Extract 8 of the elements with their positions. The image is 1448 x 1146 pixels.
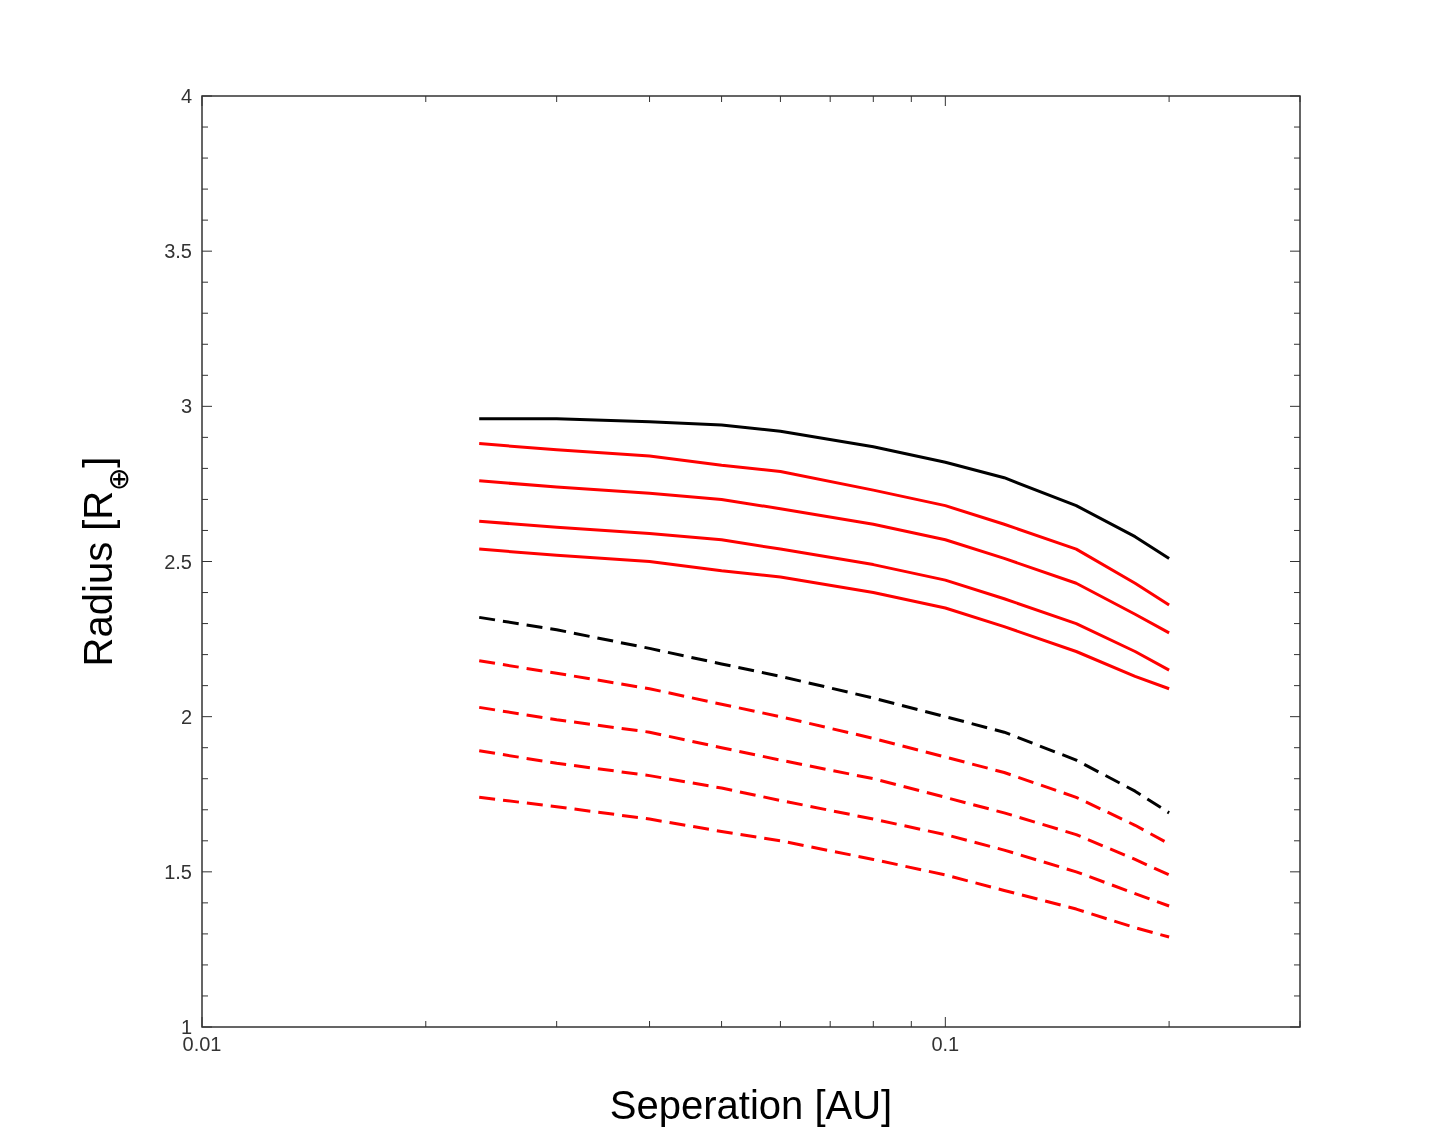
y-tick-label: 2.5 [164, 550, 192, 573]
y-tick-label: 3 [180, 395, 192, 418]
x-tick-label: 0.1 [931, 1033, 960, 1055]
y-tick-label: 1.5 [164, 860, 192, 883]
y-tick-label: 3.5 [164, 240, 192, 263]
y-tick-label: 4 [180, 85, 192, 107]
x-axis-title: Seperation [AU] [609, 1083, 893, 1127]
y-tick-label: 2 [180, 705, 192, 728]
